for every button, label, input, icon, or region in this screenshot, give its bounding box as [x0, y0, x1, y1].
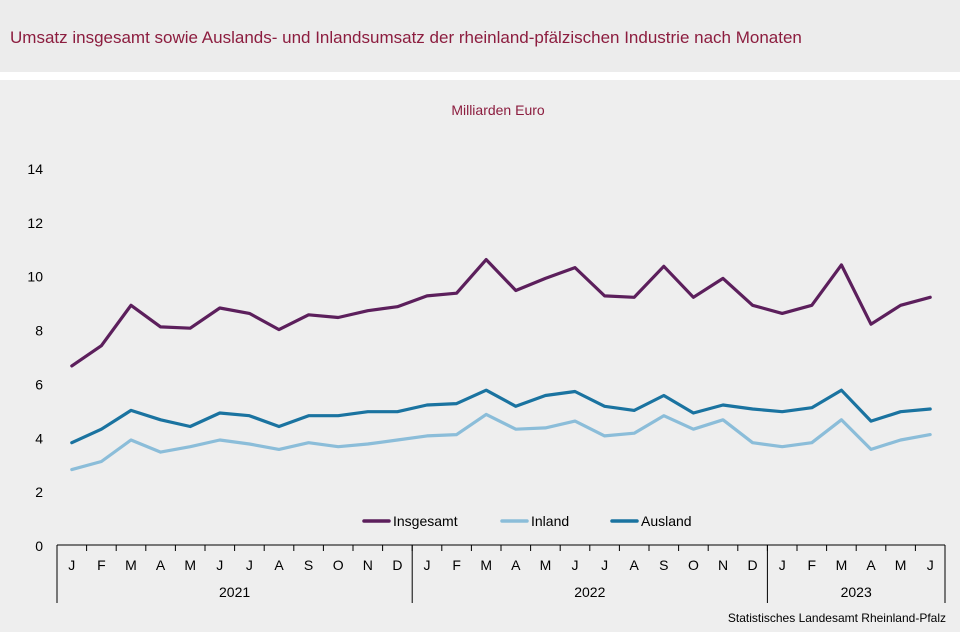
x-tick-label: M	[184, 557, 196, 573]
y-tick-label: 6	[35, 376, 43, 392]
x-tick-label: J	[216, 557, 223, 573]
y-tick-label: 12	[27, 215, 43, 231]
x-tick-label: D	[748, 557, 758, 573]
chart-title: Umsatz insgesamt sowie Auslands- und Inl…	[10, 28, 802, 47]
y-tick-label: 4	[35, 430, 43, 446]
y-tick-label: 8	[35, 323, 43, 339]
x-tick-label: F	[452, 557, 461, 573]
x-tick-label: J	[68, 557, 75, 573]
plot-area	[0, 80, 960, 632]
x-tick-label: A	[156, 557, 166, 573]
x-tick-label: A	[630, 557, 640, 573]
year-label: 2023	[841, 584, 872, 600]
y-tick-label: 14	[27, 161, 43, 177]
x-tick-label: A	[274, 557, 284, 573]
x-tick-label: D	[392, 557, 402, 573]
header-divider	[0, 72, 960, 80]
x-tick-label: M	[125, 557, 137, 573]
x-tick-label: S	[659, 557, 668, 573]
x-tick-label: J	[601, 557, 608, 573]
legend-label-inland: Inland	[531, 513, 569, 529]
x-tick-label: N	[718, 557, 728, 573]
year-label: 2022	[574, 584, 605, 600]
x-tick-label: N	[363, 557, 373, 573]
x-tick-label: M	[836, 557, 848, 573]
x-tick-label: F	[808, 557, 817, 573]
x-tick-label: F	[97, 557, 106, 573]
x-tick-label: A	[866, 557, 876, 573]
header: Umsatz insgesamt sowie Auslands- und Inl…	[0, 0, 960, 72]
x-tick-label: J	[779, 557, 786, 573]
x-tick-label: J	[424, 557, 431, 573]
x-tick-label: S	[304, 557, 313, 573]
x-tick-label: M	[895, 557, 907, 573]
legend-label-ausland: Ausland	[641, 513, 692, 529]
y-tick-label: 10	[27, 269, 43, 285]
series-line-ausland	[70, 388, 932, 445]
x-tick-label: J	[927, 557, 934, 573]
x-tick-label: O	[333, 557, 344, 573]
x-tick-label: O	[688, 557, 699, 573]
x-tick-label: J	[246, 557, 253, 573]
y-axis-unit-label: Milliarden Euro	[451, 102, 545, 118]
legend-label-insgesamt: Insgesamt	[393, 513, 458, 529]
series-line-insgesamt	[70, 258, 932, 368]
x-tick-label: M	[540, 557, 552, 573]
x-tick-label: J	[572, 557, 579, 573]
year-label: 2021	[219, 584, 250, 600]
x-tick-label: A	[511, 557, 521, 573]
series-line-inland	[70, 412, 932, 472]
y-tick-label: 0	[35, 538, 43, 554]
x-tick-label: M	[480, 557, 492, 573]
source-note: Statistisches Landesamt Rheinland-Pfalz	[727, 611, 946, 625]
y-tick-label: 2	[35, 484, 43, 500]
